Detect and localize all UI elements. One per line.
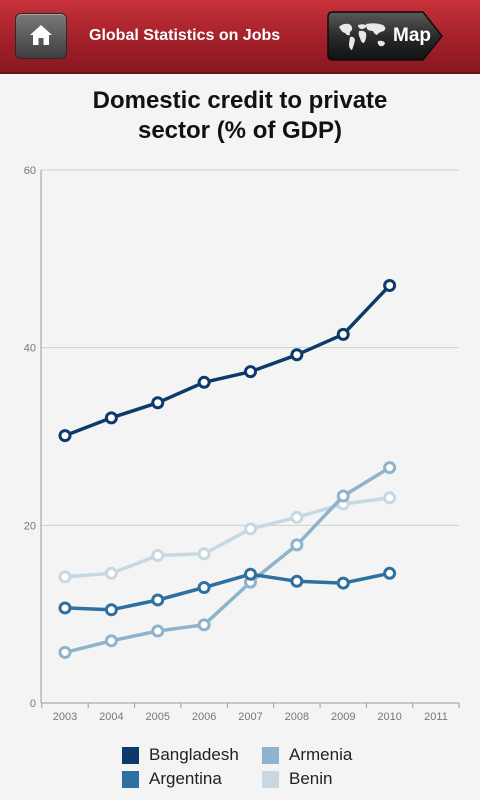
chart-title-line-2: sector (% of GDP) <box>137 117 343 144</box>
x-tick-label: 2005 <box>146 711 170 723</box>
series-line-armenia <box>64 466 391 655</box>
data-point-argentina <box>244 567 257 581</box>
data-point-benin <box>58 570 72 584</box>
data-point-bangladesh <box>290 348 304 362</box>
x-tick-label: 2007 <box>238 711 262 723</box>
x-tick-label: 2003 <box>53 711 77 723</box>
series-line-argentina <box>64 571 390 612</box>
home-button[interactable] <box>15 13 67 59</box>
data-point-bangladesh <box>104 411 118 425</box>
data-point-armenia <box>151 624 165 638</box>
legend-swatch-armenia <box>262 747 279 764</box>
data-point-benin <box>244 522 257 536</box>
x-tick-label: 2006 <box>192 711 216 723</box>
data-point-armenia <box>383 461 397 475</box>
chart-legend: Bangladesh Armenia Argentina Benin <box>0 745 480 795</box>
data-point-argentina <box>383 566 397 580</box>
data-point-argentina <box>290 574 304 588</box>
data-point-benin <box>197 547 211 561</box>
y-tick-label: 60 <box>24 165 36 177</box>
x-tick-label: 2011 <box>424 711 448 723</box>
data-point-argentina <box>104 603 118 617</box>
y-tick-label: 0 <box>30 698 36 710</box>
legend-swatch-benin <box>262 771 279 788</box>
data-point-bangladesh <box>383 278 397 292</box>
data-point-argentina <box>197 581 211 595</box>
data-point-benin <box>290 510 304 524</box>
home-icon <box>30 25 52 45</box>
data-point-argentina <box>336 576 350 590</box>
series-line-bangladesh <box>64 284 391 438</box>
legend-label-benin: Benin <box>289 769 333 788</box>
data-point-bangladesh <box>58 429 72 443</box>
map-button-label: Map <box>393 25 431 46</box>
data-point-argentina <box>151 593 165 607</box>
chart-title: Domestic credit to private sector (% of … <box>0 86 480 146</box>
data-point-bangladesh <box>336 327 350 341</box>
legend-label-armenia: Armenia <box>289 745 353 764</box>
y-tick-label: 20 <box>24 520 36 532</box>
world-map-icon <box>339 23 386 50</box>
data-point-armenia <box>197 618 211 632</box>
legend-label-bangladesh: Bangladesh <box>149 745 239 764</box>
data-point-bangladesh <box>244 365 257 379</box>
legend-label-argentina: Argentina <box>149 769 222 788</box>
legend-swatch-bangladesh <box>122 747 139 764</box>
data-point-armenia <box>290 538 304 552</box>
data-point-bangladesh <box>151 396 165 410</box>
x-tick-label: 2004 <box>99 711 123 723</box>
data-point-armenia <box>104 634 118 648</box>
y-tick-label: 40 <box>24 343 36 355</box>
data-point-benin <box>151 549 165 563</box>
data-point-benin <box>104 566 118 580</box>
app-header: Global Statistics on Jobs Map <box>0 0 480 74</box>
data-point-benin <box>383 491 397 505</box>
line-chart: 0 20 40 60 2003 2004 2005 2006 2007 2008 2009 2010 2… <box>24 165 460 723</box>
x-tick-label: 2008 <box>285 711 309 723</box>
data-point-bangladesh <box>197 375 211 389</box>
data-point-armenia <box>336 489 350 503</box>
app-title: Global Statistics on Jobs <box>89 27 281 44</box>
x-tick-label: 2009 <box>331 711 355 723</box>
x-tick-label: 2010 <box>377 711 401 723</box>
map-button[interactable]: Map <box>327 11 443 61</box>
legend-swatch-argentina <box>122 771 139 788</box>
chart-title-line-1: Domestic credit to private <box>92 87 388 114</box>
data-point-argentina <box>58 601 72 615</box>
data-point-armenia <box>58 645 72 659</box>
